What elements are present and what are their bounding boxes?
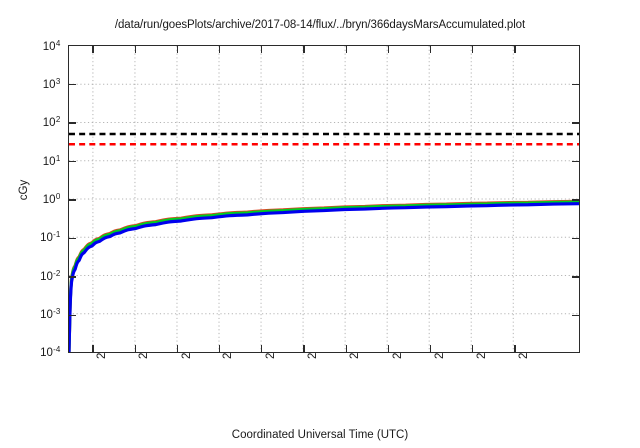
y-tick-mark [572, 237, 579, 240]
x-tick-mark [345, 345, 347, 352]
x-tick-mark [472, 46, 474, 53]
y-tick-mark [69, 83, 76, 86]
y-tick-label-10e-1: 10-1 [40, 229, 61, 245]
y-tick-label-10e-2: 10-2 [40, 268, 61, 284]
y-tick-mark [572, 83, 579, 86]
x-tick-mark [134, 46, 136, 53]
y-tick-mark [69, 276, 76, 278]
x-tick-mark [387, 46, 390, 53]
x-tick-mark [303, 345, 305, 352]
x-tick-mark [92, 345, 94, 352]
y-tick-label-10e4: 104 [42, 38, 61, 54]
y-tick-label-10e-4: 10-4 [40, 344, 61, 360]
y-tick-mark [572, 314, 579, 317]
y-tick-mark [69, 122, 76, 124]
x-tick-mark [514, 345, 516, 352]
y-tick-mark [572, 276, 579, 278]
y-tick-label-10e0: 100 [42, 191, 61, 207]
y-tick-mark [572, 122, 579, 124]
x-tick-mark [345, 46, 347, 53]
x-tick-mark [92, 46, 94, 53]
x-tick-mark [218, 46, 221, 53]
series-layer [69, 132, 579, 352]
x-tick-mark [134, 345, 136, 352]
x-tick-mark [218, 345, 221, 352]
y-tick-label-10e-3: 10-3 [40, 306, 61, 322]
y-tick-mark [572, 160, 579, 163]
x-tick-mark [261, 46, 263, 53]
x-tick-mark [387, 345, 390, 352]
y-tick-mark [69, 314, 76, 317]
y-tick-label-10e2: 102 [42, 114, 61, 130]
y-tick-mark [69, 160, 76, 163]
x-tick-mark [472, 345, 474, 352]
x-tick-mark [303, 46, 305, 53]
plot-area [68, 45, 580, 353]
x-tick-mark [176, 46, 179, 53]
x-tick-mark [429, 345, 432, 352]
y-tick-label-10e1: 101 [42, 153, 61, 169]
x-tick-mark [261, 345, 263, 352]
grid-layer [69, 46, 579, 352]
y-tick-label-10e3: 103 [42, 76, 61, 92]
x-tick-mark [176, 345, 179, 352]
x-tick-mark [514, 46, 516, 53]
x-tick-mark [429, 46, 432, 53]
y-tick-mark [69, 199, 76, 201]
x-axis-title: Coordinated Universal Time (UTC) [231, 429, 409, 441]
y-tick-mark [69, 237, 76, 240]
y-tick-mark [572, 199, 579, 201]
chart-title: /data/run/goesPlots/archive/2017-08-14/f… [114, 19, 526, 31]
